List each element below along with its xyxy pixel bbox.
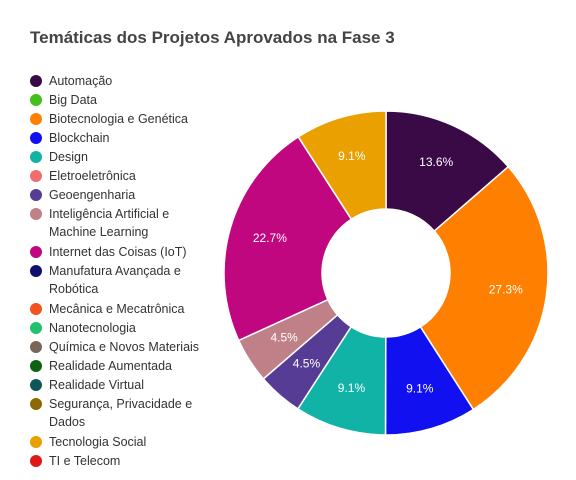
donut-slice[interactable]: [297, 110, 387, 221]
legend-label: Nanotecnologia: [49, 321, 136, 335]
slice-value-label: 4.5%: [271, 331, 299, 345]
slice-value-label: 4.5%: [293, 356, 321, 370]
legend-swatch: [30, 189, 42, 201]
legend-label: Inteligência Artificial e Machine Learni…: [49, 207, 170, 239]
legend-swatch: [30, 398, 42, 410]
legend-swatch: [30, 208, 42, 220]
legend-item: TI e Telecom: [30, 452, 220, 470]
legend-swatch: [30, 113, 42, 125]
legend-label: Realidade Aumentada: [49, 359, 173, 373]
legend-item: Realidade Aumentada: [30, 357, 220, 375]
slice-value-label: 9.1%: [406, 381, 434, 395]
legend-item: Tecnologia Social: [30, 433, 220, 451]
chart-legend: Automação Big Data Biotecnologia e Genétic…: [30, 72, 220, 471]
legend-item: Automação: [30, 72, 220, 90]
legend-label: Manufatura Avançada e Robótica: [49, 264, 181, 296]
legend-swatch: [30, 132, 42, 144]
legend-item: Segurança, Privacidade e Dados: [30, 395, 220, 431]
legend-swatch: [30, 379, 42, 391]
legend-item: Realidade Virtual: [30, 376, 220, 394]
legend-swatch: [30, 341, 42, 353]
slice-value-label: 9.1%: [338, 149, 366, 163]
legend-label: Realidade Virtual: [49, 378, 144, 392]
slice-value-label: 9.1%: [338, 381, 366, 395]
donut-slice[interactable]: [385, 110, 510, 233]
legend-label: Química e Novos Materiais: [49, 340, 200, 354]
donut-slice[interactable]: [419, 165, 549, 411]
legend-item: Química e Novos Materiais: [30, 338, 220, 356]
legend-swatch: [30, 436, 42, 448]
legend-label: Tecnologia Social: [49, 435, 147, 449]
legend-label: Big Data: [49, 93, 97, 107]
legend-label: Blockchain: [49, 131, 110, 145]
donut-slice[interactable]: [223, 135, 353, 342]
legend-label: Segurança, Privacidade e Dados: [49, 397, 193, 429]
slice-value-label: 13.6%: [419, 155, 453, 169]
legend-item: Blockchain: [30, 129, 220, 147]
legend-swatch: [30, 455, 42, 467]
legend-label: Geoengenharia: [49, 188, 136, 202]
legend-swatch: [30, 265, 42, 277]
legend-item: Mecânica e Mecatrônica: [30, 300, 220, 318]
legend-swatch: [30, 360, 42, 372]
legend-item: Manufatura Avançada e Robótica: [30, 262, 220, 298]
legend-label: Biotecnologia e Genética: [49, 112, 188, 126]
legend-label: Design: [49, 150, 88, 164]
legend-label: Mecânica e Mecatrônica: [49, 302, 185, 316]
legend-label: Automação: [49, 74, 113, 88]
slice-value-label: 22.7%: [253, 231, 287, 245]
legend-swatch: [30, 151, 42, 163]
legend-item: Design: [30, 148, 220, 166]
legend-item: Nanotecnologia: [30, 319, 220, 337]
legend-swatch: [30, 170, 42, 182]
legend-item: Internet das Coisas (IoT): [30, 243, 220, 261]
slice-value-label: 27.3%: [489, 282, 523, 296]
legend-item: Geoengenharia: [30, 186, 220, 204]
legend-swatch: [30, 94, 42, 106]
legend-swatch: [30, 246, 42, 258]
donut-chart: 13.6% 27.3% 9.1% 9.1% 4.5% 4.5% 22.7% 9.1%: [223, 110, 549, 436]
legend-swatch: [30, 322, 42, 334]
legend-label: Eletroeletrônica: [49, 169, 136, 183]
legend-label: Internet das Coisas (IoT): [49, 245, 187, 259]
legend-label: TI e Telecom: [49, 454, 121, 468]
chart-title: Temáticas dos Projetos Aprovados na Fase…: [30, 28, 395, 47]
legend-item: Eletroeletrônica: [30, 167, 220, 185]
legend-item: Biotecnologia e Genética: [30, 110, 220, 128]
legend-swatch: [30, 75, 42, 87]
legend-swatch: [30, 303, 42, 315]
legend-item: Big Data: [30, 91, 220, 109]
legend-item: Inteligência Artificial e Machine Learni…: [30, 205, 220, 241]
